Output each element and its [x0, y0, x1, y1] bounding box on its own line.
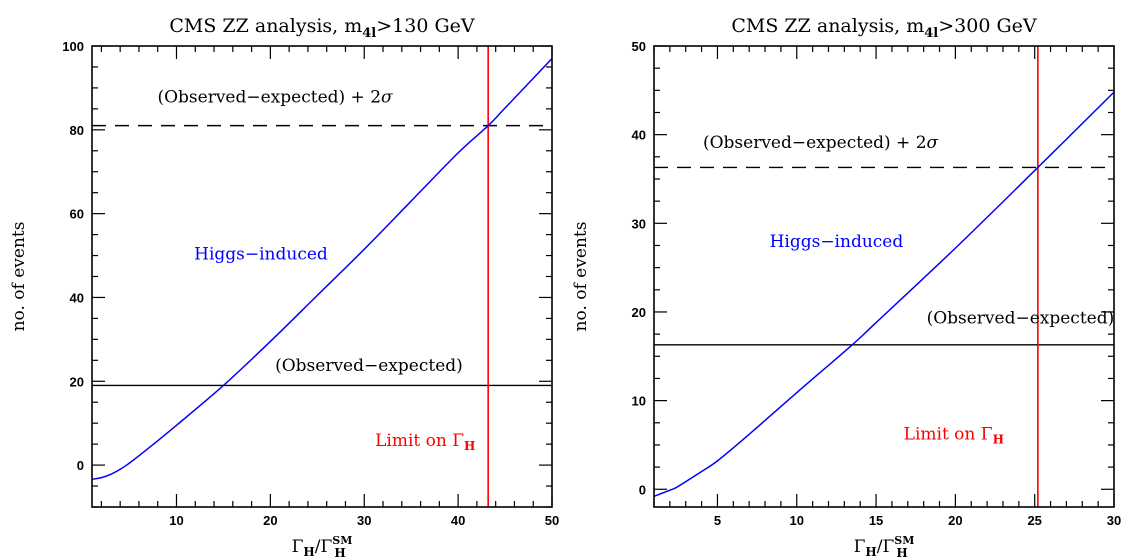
observed-expected-label: (Observed−expected) — [275, 356, 463, 376]
y-tick-label: 80 — [70, 123, 84, 138]
y-tick-label: 40 — [632, 128, 646, 143]
observed-expected-label: (Observed−expected) — [927, 308, 1115, 328]
y-tick-label: 50 — [632, 39, 646, 54]
x-axis-label: ΓH/ΓSM H — [854, 534, 915, 559]
x-tick-label: 30 — [357, 513, 371, 528]
x-tick-label: 5 — [714, 513, 721, 528]
chart-panel-left: CMS ZZ analysis, m4l>130 GeV 10 20 30 40 50 0 2… — [9, 15, 559, 559]
y-axis-label: no. of events — [9, 222, 29, 332]
y-axis-label: no. of events — [571, 222, 591, 332]
x-tick-label: 20 — [948, 513, 962, 528]
x-tick-label: 15 — [869, 513, 883, 528]
higgs-induced-label: Higgs−induced — [770, 232, 904, 252]
x-tick-label: 25 — [1027, 513, 1041, 528]
x-axis-label: ΓH/ΓSM H — [292, 534, 353, 559]
chart-title: CMS ZZ analysis, m4l>300 GeV — [731, 15, 1037, 41]
chart-panel-right: CMS ZZ analysis, m4l>300 GeV 5 10 15 20 25 30 0… — [571, 15, 1121, 559]
x-tick-label: 50 — [545, 513, 559, 528]
observed-plus-2sigma-label: (Observed−expected) + 2σ — [703, 133, 939, 153]
y-tick-label: 0 — [77, 458, 84, 473]
y-tick-label: 20 — [70, 374, 84, 389]
y-tick-label: 30 — [632, 216, 646, 231]
plot-frame — [653, 45, 1115, 508]
higgs-induced-curve — [654, 91, 1114, 498]
y-tick-label: 20 — [632, 305, 646, 320]
y-tick-label: 0 — [639, 482, 646, 497]
y-tick-label: 40 — [70, 290, 84, 305]
higgs-induced-curve — [92, 58, 552, 481]
chart-title: CMS ZZ analysis, m4l>130 GeV — [169, 15, 475, 41]
higgs-induced-label: Higgs−induced — [194, 245, 328, 265]
limit-label: Limit on ΓH — [904, 425, 1004, 447]
x-tick-label: 40 — [451, 513, 465, 528]
observed-plus-2sigma-label: (Observed−expected) + 2σ — [157, 88, 393, 108]
x-tick-label: 30 — [1107, 513, 1121, 528]
x-tick-label: 10 — [790, 513, 804, 528]
x-tick-label: 20 — [263, 513, 277, 528]
y-tick-label: 10 — [632, 394, 646, 409]
x-tick-label: 10 — [169, 513, 183, 528]
limit-label: Limit on ΓH — [375, 431, 475, 453]
y-tick-label: 100 — [62, 39, 84, 54]
y-tick-label: 60 — [70, 207, 84, 222]
